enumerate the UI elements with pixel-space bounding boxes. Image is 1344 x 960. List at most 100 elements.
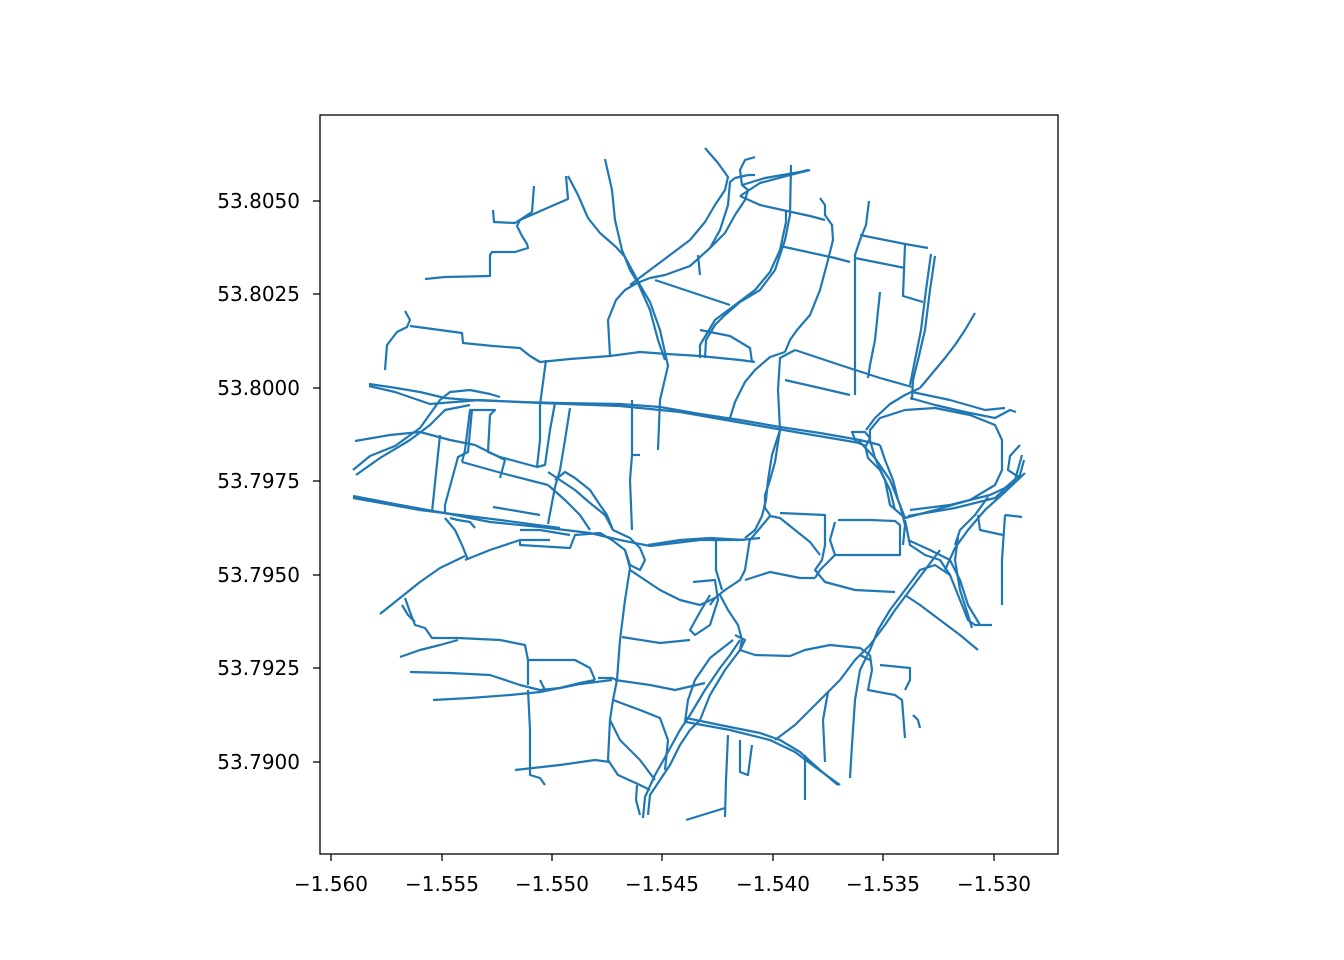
x-axis: −1.560 −1.555 −1.550 −1.545 −1.540 −1.53… [294,854,1031,896]
road [863,444,897,511]
road [835,518,902,557]
road [1006,444,1021,479]
road [859,233,929,250]
y-tick-label: 53.8000 [217,376,300,400]
road [953,496,989,546]
road [749,514,821,556]
road [866,654,907,739]
road [853,200,871,395]
road [779,511,896,594]
road [865,387,921,431]
road [854,256,906,270]
road [603,158,667,361]
road [699,328,754,363]
road [430,434,442,513]
x-tick-label: −1.560 [294,872,368,896]
road [535,359,548,468]
y-tick-label: 53.7950 [217,563,300,587]
road [698,210,788,358]
road [399,638,459,659]
x-tick-label: −1.530 [957,872,1031,896]
road [355,403,471,476]
road [1004,513,1023,519]
road [539,679,546,691]
y-tick-label: 53.7925 [217,656,300,680]
road [606,567,651,791]
road [491,185,536,225]
road [354,430,506,461]
road [723,734,730,818]
road [866,291,882,379]
road [554,470,615,531]
road [409,324,756,364]
road [628,400,634,531]
x-tick-label: −1.550 [515,872,589,896]
road [641,639,741,819]
road [464,538,550,562]
road [614,678,706,692]
road [908,253,933,386]
road [492,505,541,517]
road [432,678,613,702]
y-tick-label: 53.7975 [217,469,300,493]
road [901,244,924,304]
road [547,484,591,531]
road [646,634,747,816]
road [444,517,470,561]
road [498,459,507,479]
road [647,536,746,547]
y-tick-label: 53.8050 [217,189,300,213]
road [859,654,871,661]
road [401,604,416,623]
road [379,555,466,615]
road [685,720,841,786]
road [685,806,726,822]
road [518,531,632,569]
x-tick-label: −1.545 [625,872,699,896]
road [794,348,913,389]
road [621,635,691,645]
road [654,278,731,307]
x-tick-label: −1.535 [846,872,920,896]
road [774,549,941,741]
road [352,388,501,471]
x-tick-label: −1.555 [405,872,479,896]
road [728,350,786,419]
road [520,528,571,537]
road [567,175,670,451]
road [821,691,830,763]
road [449,516,476,529]
road [814,554,836,579]
x-tick-label: −1.540 [736,872,810,896]
road [943,472,1026,571]
road [368,382,881,447]
road [910,255,937,401]
road [783,197,835,353]
y-tick-label: 53.8025 [217,282,300,306]
road [976,514,1004,537]
road [383,310,412,371]
road [907,454,1024,518]
road [547,471,647,572]
road [857,439,907,546]
road [606,173,755,357]
road [612,698,670,771]
road [828,521,837,556]
road [907,538,981,626]
road [714,538,724,591]
road [911,390,1006,412]
road [850,430,872,448]
road [634,784,642,816]
y-tick-label: 53.7900 [217,750,300,774]
road [919,312,976,389]
road [352,496,561,530]
road [744,429,782,539]
y-axis: 53.7900 53.7925 53.7950 53.7975 53.8000 … [217,189,320,774]
plot-area-frame [319,114,1059,855]
road [909,396,1017,420]
road [741,168,809,187]
road [526,689,546,786]
road [912,714,922,729]
road [514,758,611,772]
